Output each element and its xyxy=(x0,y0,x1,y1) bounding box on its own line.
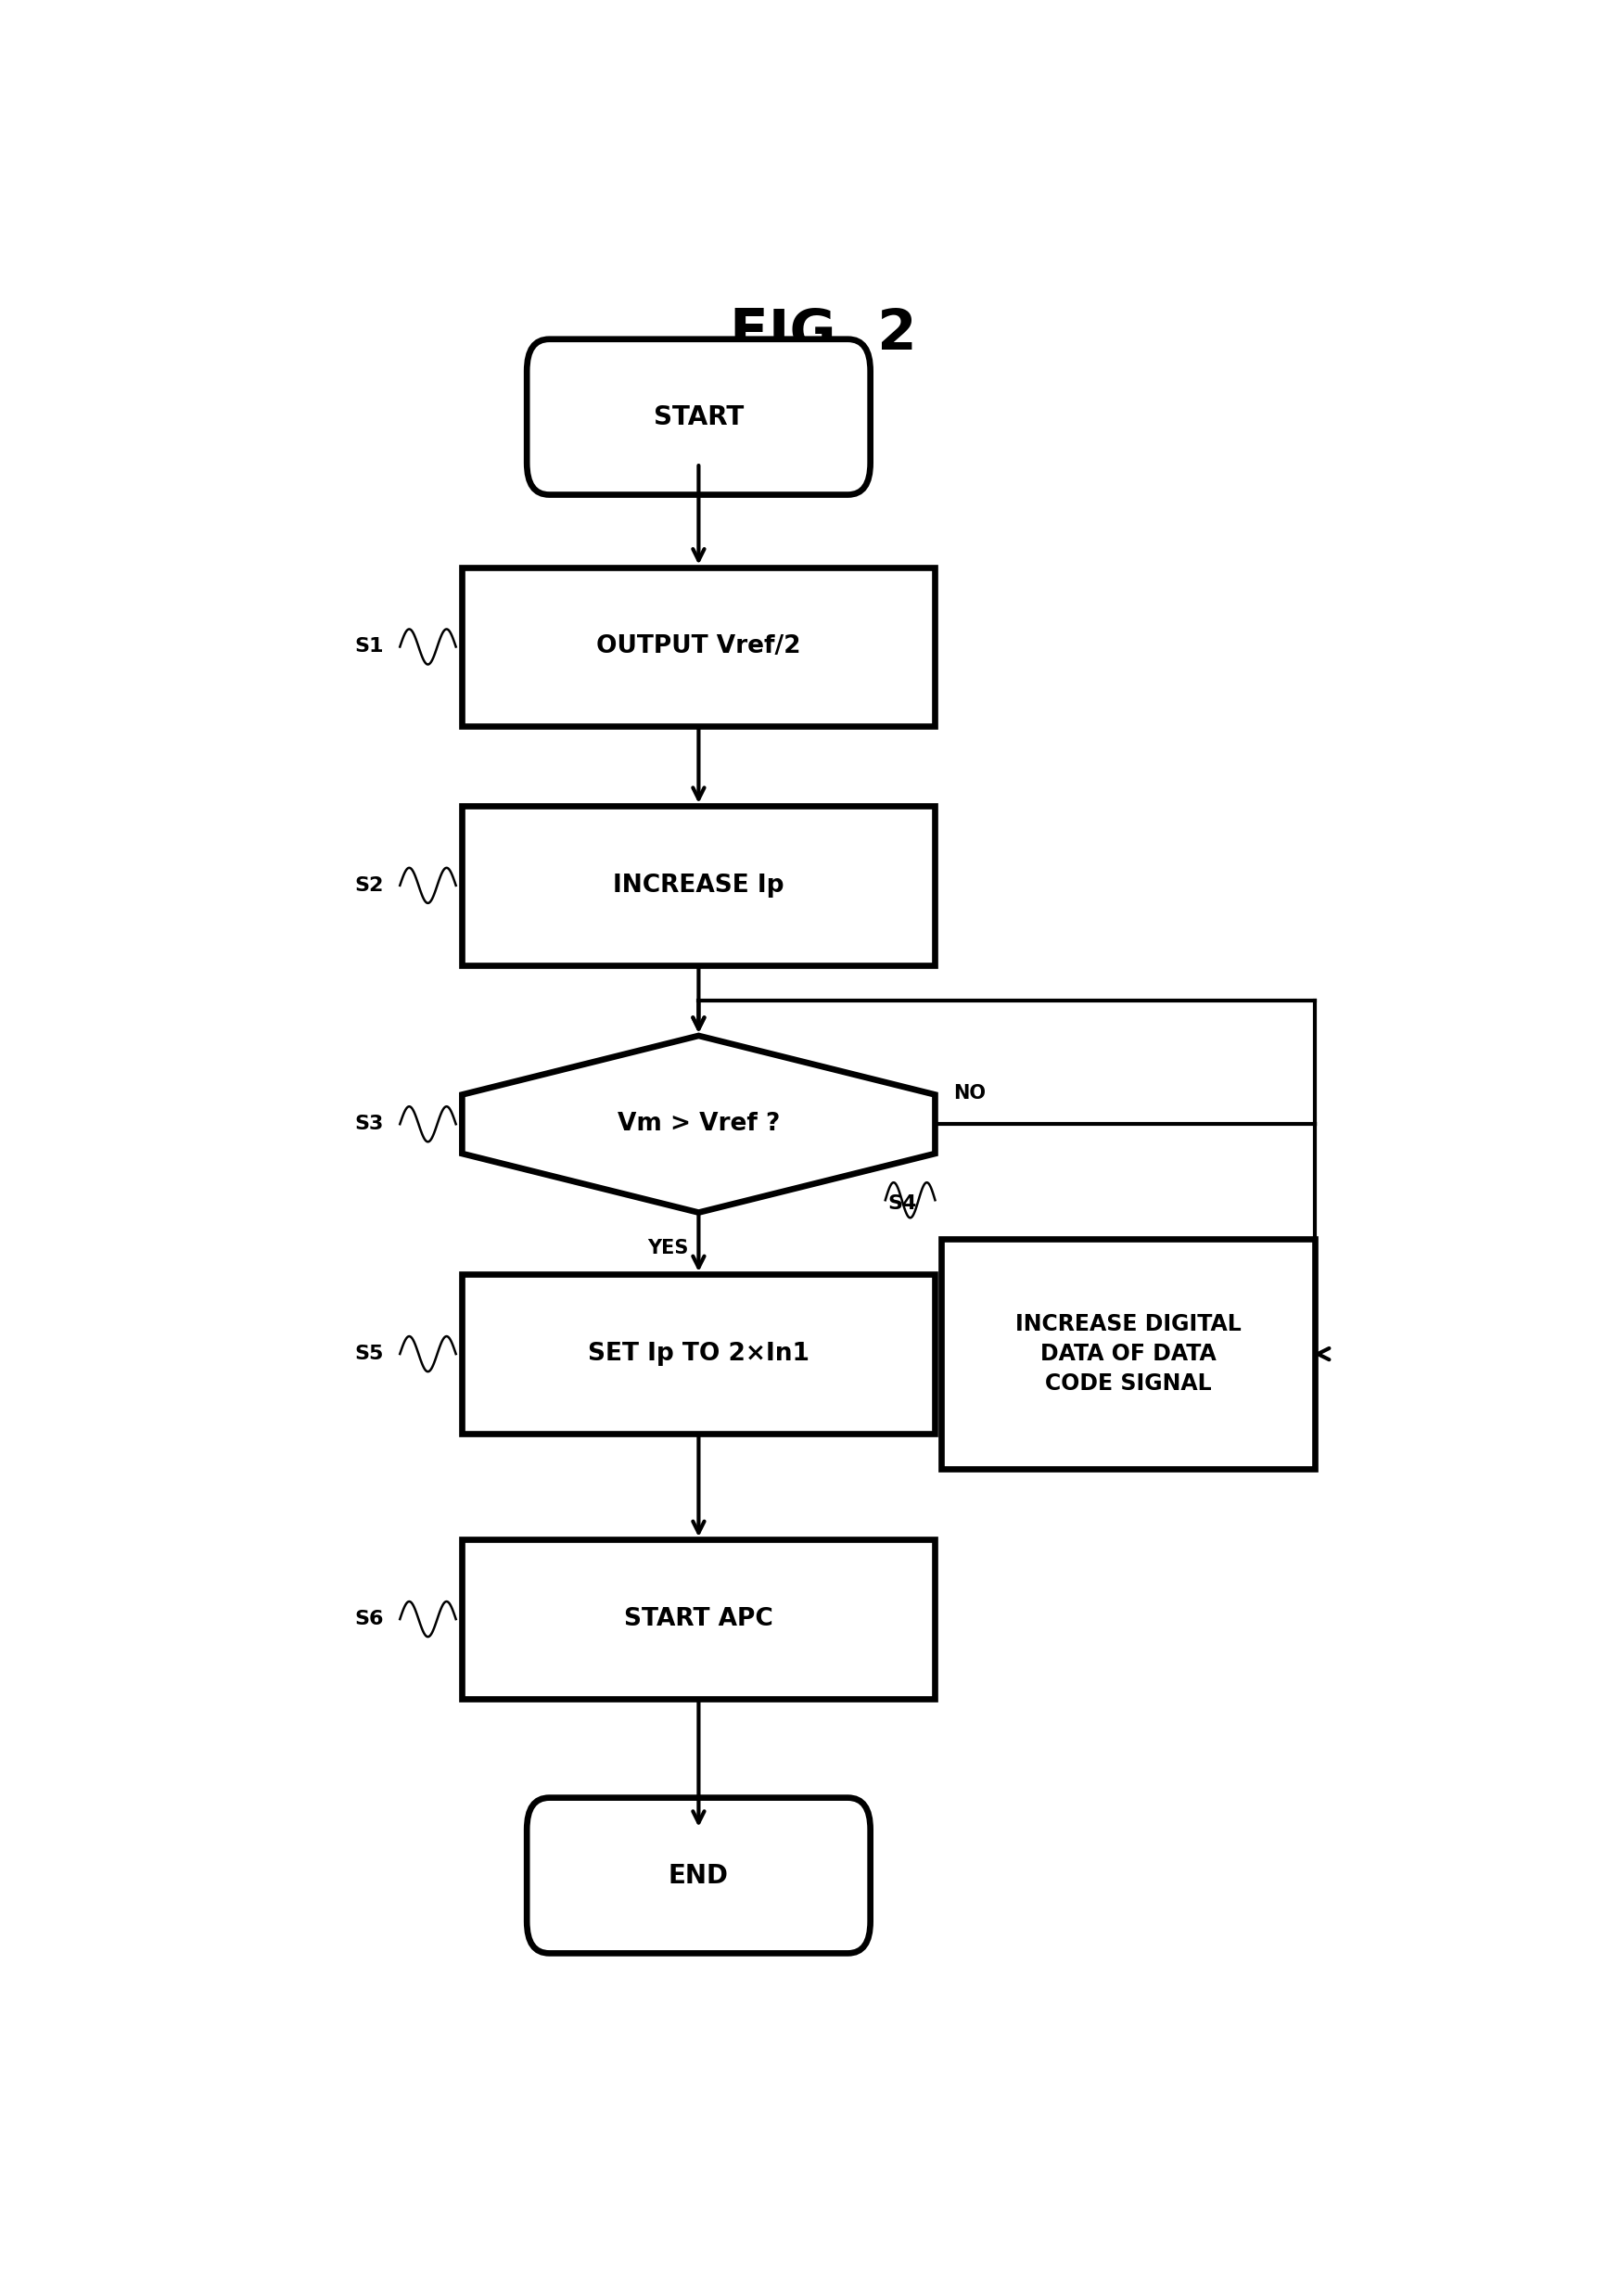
Text: Vm > Vref ?: Vm > Vref ? xyxy=(617,1111,781,1137)
Polygon shape xyxy=(463,1035,935,1212)
Text: S3: S3 xyxy=(355,1116,384,1134)
Bar xyxy=(463,567,935,726)
Bar xyxy=(463,806,935,964)
Text: START: START xyxy=(654,404,744,429)
Text: S6: S6 xyxy=(355,1609,384,1628)
Text: S4: S4 xyxy=(888,1194,917,1212)
Text: OUTPUT Vref/2: OUTPUT Vref/2 xyxy=(596,634,801,659)
Text: INCREASE Ip: INCREASE Ip xyxy=(613,872,784,898)
Text: S2: S2 xyxy=(355,877,384,895)
Text: END: END xyxy=(668,1862,729,1890)
Text: S5: S5 xyxy=(355,1345,384,1364)
Bar xyxy=(463,1541,935,1699)
Bar xyxy=(941,1240,1315,1469)
FancyBboxPatch shape xyxy=(527,340,870,494)
Text: S1: S1 xyxy=(355,638,384,657)
FancyBboxPatch shape xyxy=(527,1798,870,1954)
Text: SET Ip TO 2×In1: SET Ip TO 2×In1 xyxy=(588,1341,809,1366)
Text: YES: YES xyxy=(647,1240,687,1258)
Text: NO: NO xyxy=(954,1084,986,1102)
Text: INCREASE DIGITAL
DATA OF DATA
CODE SIGNAL: INCREASE DIGITAL DATA OF DATA CODE SIGNA… xyxy=(1015,1313,1241,1394)
Bar xyxy=(463,1274,935,1433)
Text: FIG. 2: FIG. 2 xyxy=(729,305,917,360)
Text: START APC: START APC xyxy=(625,1607,772,1630)
